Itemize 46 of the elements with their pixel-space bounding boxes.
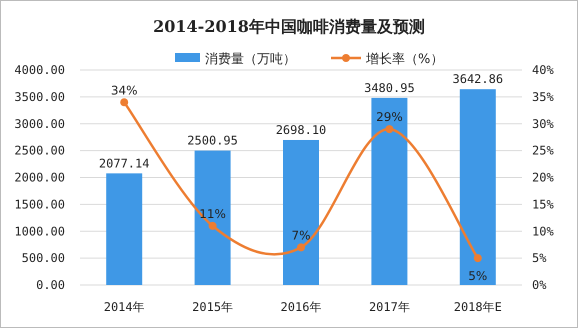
legend-label: 增长率（%） <box>365 51 444 67</box>
bar <box>194 150 231 285</box>
data-label: 11% <box>199 206 226 221</box>
point <box>120 98 128 106</box>
point <box>208 222 217 230</box>
y2-tick-label: 40% <box>532 63 554 77</box>
bar <box>283 140 319 285</box>
data-label: 29% <box>376 110 403 124</box>
data-label: 7% <box>291 228 311 242</box>
x-tick-label: 2016年 <box>280 300 322 314</box>
y2-tick-label: 30% <box>532 116 554 131</box>
y2-tick-label: 5% <box>532 251 548 266</box>
legend-label: 消费量（万吨） <box>205 52 296 67</box>
y2-tick-label: 20% <box>532 170 554 184</box>
y-tick-label: 2500.00 <box>14 144 65 158</box>
x-tick-label: 2014年 <box>104 300 145 314</box>
y-tick-label: 2000.00 <box>14 170 65 184</box>
y-tick-label: 0.00 <box>36 278 65 292</box>
y2-tick-label: 15% <box>532 197 554 212</box>
data-label: 34% <box>110 83 138 98</box>
x-tick-label: 2018年E <box>454 300 502 314</box>
data-label: 3642.86 <box>452 72 504 86</box>
x-tick-label: 2017年 <box>368 300 410 314</box>
y-tick-label: 4000.00 <box>14 63 65 77</box>
data-label: 2077.14 <box>98 156 150 170</box>
data-label: 5% <box>468 269 488 284</box>
chart-title: 2014-2018年中国咖啡消费量及预测 <box>153 17 425 36</box>
y-tick-label: 1000.00 <box>14 224 65 238</box>
point <box>385 125 394 134</box>
y2-tick-label: 25% <box>532 144 554 158</box>
bar <box>371 98 408 285</box>
data-label: 3480.95 <box>364 80 415 95</box>
bar <box>106 173 142 285</box>
data-label: 2500.95 <box>187 134 238 148</box>
bar <box>460 89 496 285</box>
y-tick-label: 3500.00 <box>14 90 65 104</box>
x-tick-label: 2015年 <box>192 300 234 314</box>
point <box>297 243 305 252</box>
y2-tick-label: 0% <box>532 278 548 292</box>
y2-tick-label: 35% <box>532 90 554 104</box>
y2-tick-label: 10% <box>532 224 554 238</box>
y-tick-label: 500.00 <box>22 251 65 266</box>
y-tick-label: 3000.00 <box>14 116 65 131</box>
y-tick-label: 1500.00 <box>14 197 65 212</box>
data-label: 2698.10 <box>276 122 326 137</box>
point <box>474 254 482 262</box>
